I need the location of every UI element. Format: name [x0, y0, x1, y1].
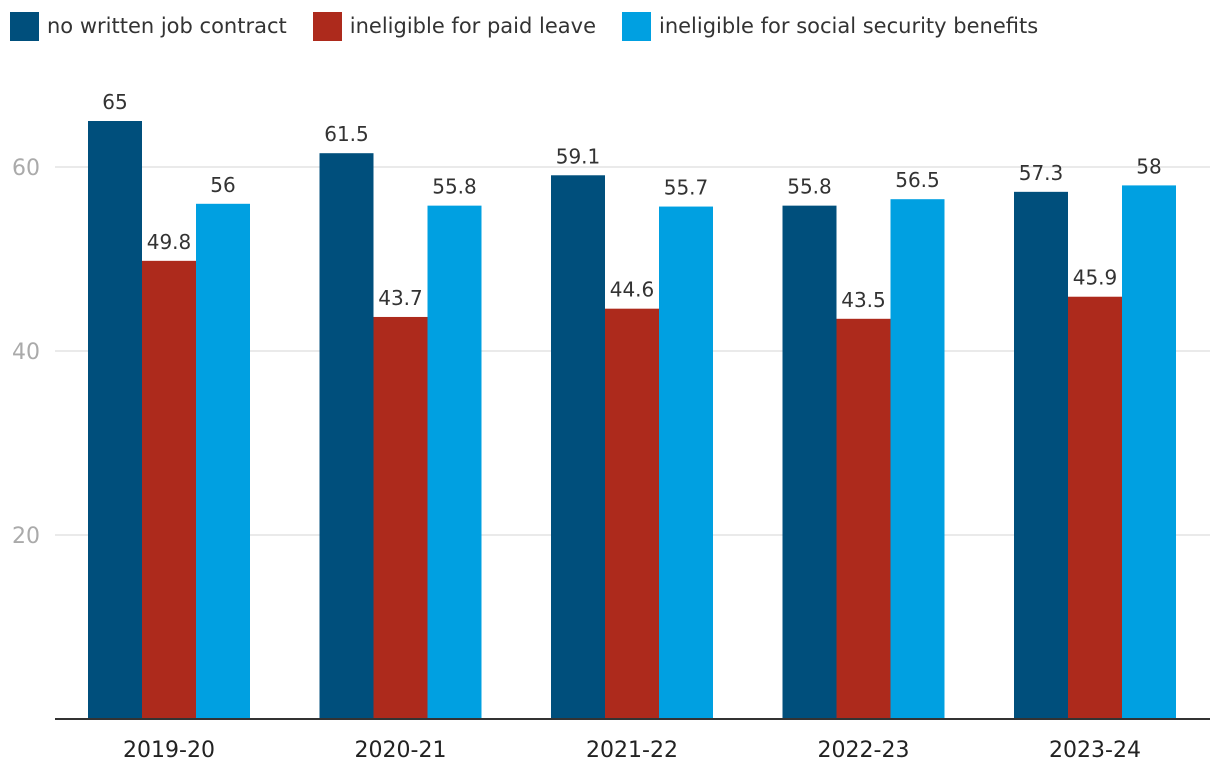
legend-item-ineligible-social-security: ineligible for social security benefits — [621, 11, 1039, 41]
bar — [88, 121, 142, 719]
data-label: 43.7 — [378, 286, 423, 310]
bar — [659, 206, 713, 719]
x-tick-label: 2023-24 — [1049, 738, 1141, 763]
data-label: 55.8 — [432, 175, 477, 199]
data-label: 57.3 — [1019, 161, 1064, 185]
data-label: 55.7 — [664, 176, 709, 200]
data-label: 45.9 — [1073, 266, 1118, 290]
y-tick-label: 60 — [12, 156, 40, 181]
legend-label: ineligible for social security benefits — [658, 14, 1039, 38]
data-label: 61.5 — [324, 122, 369, 146]
bar — [427, 205, 482, 719]
x-tick-label: 2021-22 — [586, 738, 678, 763]
legend-item-no-written-contract: no written job contract — [10, 11, 287, 41]
bar — [836, 318, 891, 719]
bars — [88, 121, 1176, 720]
x-tick-label: 2019-20 — [123, 738, 215, 763]
data-label: 56.5 — [895, 168, 940, 192]
bar — [142, 260, 196, 719]
legend-item-ineligible-paid-leave: ineligible for paid leave — [312, 11, 596, 41]
legend-label: ineligible for paid leave — [349, 14, 596, 38]
bar — [1122, 185, 1176, 719]
bar — [1068, 296, 1122, 719]
y-tick-label: 20 — [12, 524, 40, 549]
legend-label: no written job contract — [47, 14, 287, 38]
x-tick-label: 2020-21 — [355, 738, 447, 763]
bar — [196, 203, 250, 720]
bar — [782, 205, 837, 719]
category-labels: 2019-20 2020-21 2021-22 2022-23 2023-24 — [123, 738, 1141, 763]
x-tick-label: 2022-23 — [818, 738, 910, 763]
legend-swatch — [312, 11, 342, 41]
y-tick-label: 40 — [12, 340, 40, 365]
data-label: 59.1 — [556, 144, 601, 168]
data-label: 58 — [1136, 154, 1161, 178]
data-label: 56 — [210, 173, 235, 197]
bar — [890, 199, 945, 719]
bar — [1014, 191, 1068, 720]
bar — [373, 316, 428, 719]
data-label: 44.6 — [610, 278, 655, 302]
bar — [605, 308, 659, 719]
legend: no written job contract ineligible for p… — [10, 10, 1064, 42]
data-labels: 65 49.8 56 61.5 43.7 55.8 59.1 44.6 55.7 55.8 43.5… — [102, 90, 1161, 312]
data-label: 65 — [102, 90, 127, 114]
bar — [551, 175, 605, 719]
legend-swatch — [621, 11, 651, 41]
data-label: 43.5 — [841, 288, 886, 312]
data-label: 55.8 — [787, 175, 832, 199]
legend-swatch — [10, 11, 39, 41]
bar — [319, 153, 374, 719]
data-label: 49.8 — [147, 230, 192, 254]
